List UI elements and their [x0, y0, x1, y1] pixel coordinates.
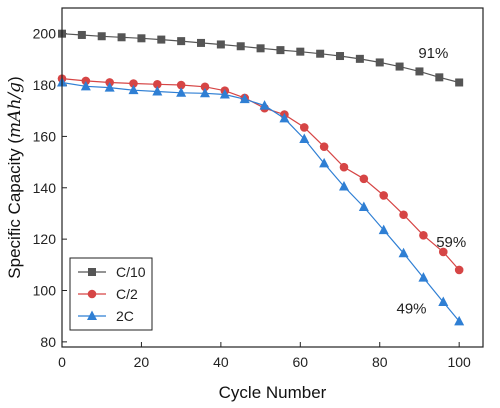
data-point [438, 247, 448, 257]
y-axis-title: Specific Capacity (mAh/g) [5, 76, 25, 278]
data-point [137, 34, 146, 43]
data-point [239, 93, 250, 104]
y-tick-label: 160 [33, 128, 57, 144]
data-point [375, 58, 384, 67]
data-point [319, 142, 329, 151]
y-tick-label: 120 [33, 231, 57, 247]
annotation-layer: 91% 59% 49% [396, 45, 466, 318]
y-tick-label: 140 [33, 180, 57, 196]
x-tick-label: 0 [58, 354, 66, 370]
data-point [454, 265, 464, 275]
data-point [415, 67, 424, 76]
series-layer [57, 29, 465, 326]
data-point [200, 82, 210, 92]
data-point [395, 62, 404, 71]
data-point [338, 180, 349, 191]
data-point [296, 47, 305, 56]
legend-label: 2C [116, 308, 134, 324]
data-point [117, 33, 126, 42]
data-point [419, 230, 428, 240]
data-point [339, 162, 349, 172]
data-point [199, 87, 210, 98]
data-point [77, 30, 86, 39]
legend-label: C/10 [116, 264, 146, 280]
data-point [378, 224, 389, 235]
data-point [438, 296, 449, 307]
data-point [97, 32, 106, 41]
y-tick-label: 180 [33, 77, 57, 93]
data-point [418, 272, 429, 282]
data-point [435, 73, 444, 82]
y-tick-label: 100 [33, 283, 57, 299]
legend-swatch-marker [87, 310, 97, 320]
data-point [176, 87, 187, 97]
data-point [276, 46, 285, 55]
series-2c [57, 76, 465, 326]
data-point [216, 40, 225, 49]
annotation-label: 49% [396, 301, 426, 318]
data-point [359, 174, 369, 184]
y-axis-title-suffix: ) [5, 76, 24, 82]
x-axis-title: Cycle Number [219, 383, 327, 402]
x-tick-label: 20 [134, 354, 150, 370]
x-tick-label: 60 [293, 354, 309, 370]
data-point [153, 79, 162, 89]
data-point [176, 80, 186, 90]
y-axis-title-prefix: Specific Capacity ( [5, 138, 24, 279]
x-tick-label: 40 [213, 354, 229, 370]
data-point [157, 35, 166, 44]
data-point [355, 54, 364, 63]
y-tick-label: 200 [33, 26, 57, 42]
x-tick-label: 100 [447, 354, 471, 370]
series-line [61, 81, 460, 322]
data-point [299, 133, 310, 143]
data-point [299, 123, 309, 132]
legend-swatch-marker [87, 289, 97, 299]
data-point [259, 100, 270, 110]
legend-swatch-marker [88, 268, 96, 276]
data-point [279, 112, 290, 123]
data-point [319, 157, 330, 168]
data-point [256, 44, 265, 53]
legend: C/10 C/2 2C [69, 257, 153, 331]
data-point [455, 78, 464, 87]
data-point [399, 210, 408, 220]
data-point [152, 85, 163, 96]
data-point [316, 49, 325, 58]
label-layer: 0 20 40 60 80 100 80 100 120 140 160 180 200 [33, 26, 471, 370]
annotation-label: 59% [436, 234, 466, 251]
annotation-label: 91% [418, 45, 448, 62]
data-point [177, 37, 186, 46]
y-axis-title-unit: mAh/g [5, 82, 25, 138]
data-point [236, 42, 245, 51]
data-point [104, 82, 115, 92]
data-point [128, 84, 139, 95]
data-point [398, 247, 409, 258]
plot-frame [61, 7, 484, 348]
data-point [336, 52, 345, 61]
x-tick-label: 80 [372, 354, 388, 370]
legend-label: C/2 [116, 286, 138, 302]
data-point [379, 191, 389, 200]
data-point [454, 315, 465, 326]
y-tick-label: 80 [40, 334, 56, 350]
data-point [80, 80, 91, 91]
data-point [129, 79, 138, 88]
data-point [358, 201, 369, 212]
data-point [219, 89, 230, 99]
series-c-10 [58, 29, 464, 87]
data-point [197, 38, 206, 47]
